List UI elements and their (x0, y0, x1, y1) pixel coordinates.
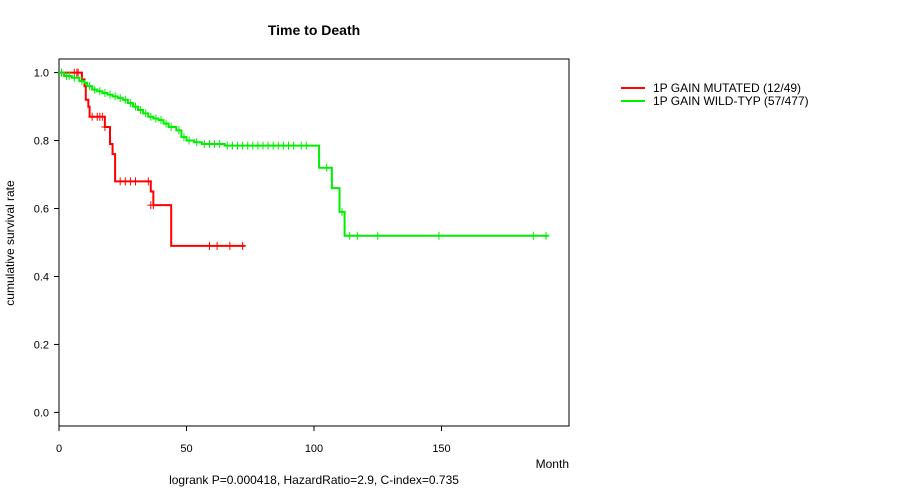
censor-mark (96, 87, 104, 96)
survival-curve-wildtype (59, 71, 549, 237)
censor-mark (132, 102, 139, 111)
censor-mark (74, 68, 82, 77)
censor-mark (239, 241, 247, 250)
censor-mark (542, 231, 550, 240)
x-axis: 0 50 100 150 (56, 426, 451, 455)
censor-mark (65, 71, 73, 80)
censor-mark (98, 112, 106, 121)
survival-curve-mutated (59, 71, 246, 247)
x-axis-label: Month (536, 457, 569, 471)
y-axis-label: cumulative survival rate (3, 180, 17, 306)
series-layer (58, 68, 550, 250)
censor-mark (101, 122, 109, 131)
legend-label-wildtype: 1P GAIN WILD-TYP (57/477) (653, 94, 809, 108)
censor-mark (86, 82, 94, 91)
y-tick-label: 0.8 (34, 136, 49, 148)
censor-mark (216, 139, 224, 148)
censor-mark (167, 122, 175, 131)
x-tick-label: 100 (305, 443, 323, 455)
legend: 1P GAIN MUTATED (12/49) 1P GAIN WILD-TYP… (621, 81, 809, 108)
censor-mark (70, 73, 78, 82)
censor-mark (175, 126, 183, 135)
footnote-stats: logrank P=0.000418, HazardRatio=2.9, C-i… (169, 473, 459, 487)
censor-mark (132, 177, 139, 186)
censor-mark (144, 177, 152, 186)
legend-label-mutated: 1P GAIN MUTATED (12/49) (653, 81, 801, 95)
censor-mark (374, 231, 382, 240)
x-tick-label: 150 (432, 443, 450, 455)
censor-mark (185, 136, 193, 145)
censor-mark (106, 90, 114, 99)
y-tick-label: 0.0 (34, 407, 49, 419)
censor-mark (78, 77, 86, 86)
chart-title: Time to Death (268, 22, 360, 38)
censor-mark (147, 112, 155, 121)
censor-mark (302, 141, 310, 150)
censor-mark (346, 231, 354, 240)
x-tick-label: 50 (180, 443, 192, 455)
censor-mark (193, 138, 201, 147)
censor-mark (101, 88, 109, 97)
censor-mark (353, 231, 361, 240)
plot-frame (58, 58, 570, 427)
censor-mark (111, 92, 119, 101)
censor-mark (91, 85, 99, 94)
censor-mark (162, 119, 170, 128)
censor-mark (142, 109, 150, 118)
y-axis: 0.0 0.2 0.4 0.6 0.8 1.0 (34, 68, 59, 419)
censor-mark (338, 207, 346, 216)
censor-mark (137, 105, 145, 114)
censor-mark (323, 163, 331, 172)
censor-mark (58, 68, 66, 77)
y-tick-label: 1.0 (34, 68, 49, 80)
y-tick-label: 0.4 (34, 271, 49, 283)
censor-mark (226, 241, 234, 250)
censor-mark (205, 241, 213, 250)
censor-mark (152, 114, 160, 123)
censor-mark (180, 133, 188, 142)
censor-mark (149, 201, 157, 210)
censor-mark (435, 231, 443, 240)
censor-mark (121, 95, 129, 104)
x-tick-label: 0 (56, 443, 62, 455)
censor-mark (157, 116, 165, 125)
censor-mark (290, 141, 298, 150)
censor-mark (116, 94, 124, 103)
censor-mark (529, 231, 537, 240)
y-tick-label: 0.2 (34, 339, 49, 351)
censor-mark (126, 99, 134, 108)
censor-mark (213, 241, 221, 250)
y-tick-label: 0.6 (34, 204, 49, 216)
